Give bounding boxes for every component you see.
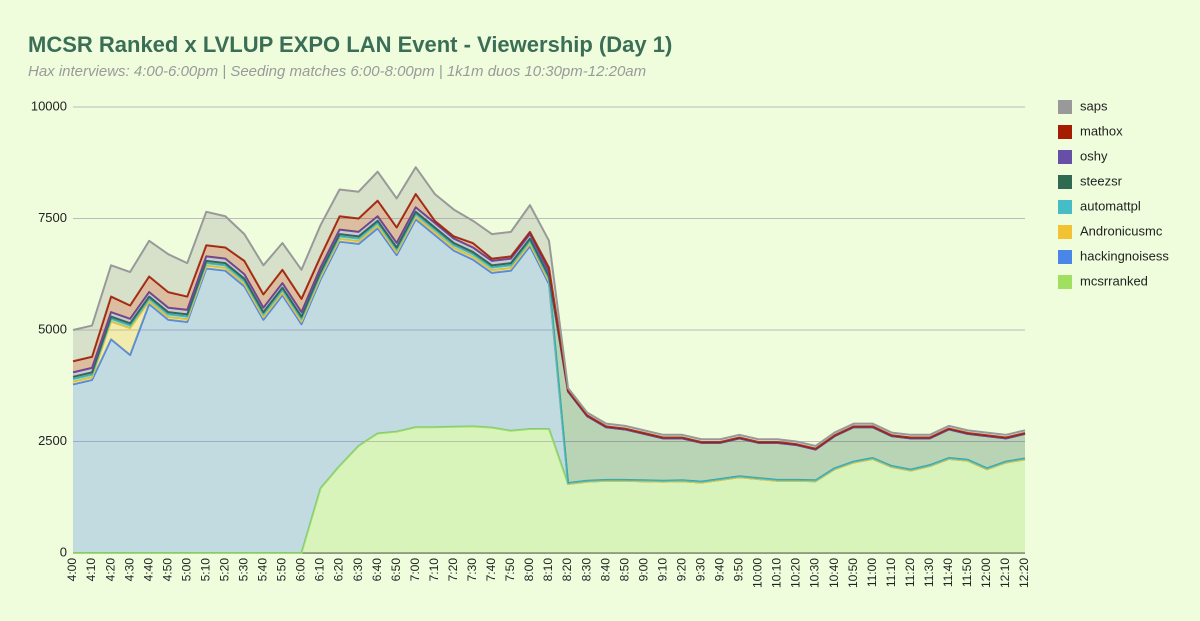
x-tick-label: 11:20 <box>903 558 917 587</box>
x-tick-label: 11:10 <box>884 558 898 587</box>
x-tick-label: 12:20 <box>1017 558 1031 588</box>
y-tick-label: 10000 <box>31 98 67 113</box>
legend-swatch <box>1058 250 1072 264</box>
x-tick-label: 4:50 <box>160 558 174 582</box>
x-tick-label: 4:00 <box>65 558 79 582</box>
legend-label: oshy <box>1080 148 1108 163</box>
x-tick-label: 8:40 <box>598 558 612 582</box>
x-tick-label: 11:40 <box>941 558 955 587</box>
legend-label: steezsr <box>1080 173 1123 188</box>
series-line <box>72 166 1026 447</box>
x-tick-label: 6:20 <box>332 558 346 582</box>
x-tick-label: 8:20 <box>560 558 574 582</box>
legend-label: hackingnoisess <box>1080 248 1169 263</box>
x-tick-label: 9:00 <box>636 558 650 582</box>
legend-swatch <box>1058 175 1072 189</box>
x-tick-label: 9:10 <box>655 558 669 582</box>
x-tick-label: 5:50 <box>275 558 289 582</box>
x-tick-label: 11:30 <box>922 558 936 587</box>
area-fill <box>73 211 1025 483</box>
y-tick-label: 5000 <box>38 321 67 336</box>
x-tick-label: 5:20 <box>217 558 231 582</box>
y-tick-label: 0 <box>60 544 67 559</box>
x-tick-label: 9:50 <box>732 558 746 582</box>
x-tick-label: 5:30 <box>237 558 251 582</box>
legend-swatch <box>1058 125 1072 139</box>
legend-label: mcsrranked <box>1080 273 1148 288</box>
x-tick-label: 8:50 <box>617 558 631 582</box>
chart-title: MCSR Ranked x LVLUP EXPO LAN Event - Vie… <box>28 32 672 57</box>
x-tick-label: 5:00 <box>179 558 193 582</box>
x-tick-label: 8:00 <box>522 558 536 582</box>
x-tick-label: 7:00 <box>408 558 422 582</box>
legend-swatch <box>1058 200 1072 214</box>
legend-swatch <box>1058 100 1072 114</box>
series-line <box>72 192 1026 450</box>
x-tick-label: 7:40 <box>484 558 498 582</box>
x-tick-label: 6:00 <box>294 558 308 582</box>
legend-label: mathox <box>1080 123 1123 138</box>
x-tick-label: 7:20 <box>446 558 460 582</box>
x-tick-label: 10:40 <box>827 558 841 588</box>
x-tick-label: 11:00 <box>865 558 879 587</box>
legend-label: automattpl <box>1080 198 1141 213</box>
x-tick-label: 12:00 <box>979 558 993 588</box>
x-tick-label: 6:50 <box>389 558 403 582</box>
x-tick-label: 10:50 <box>846 558 860 588</box>
legend-swatch <box>1058 225 1072 239</box>
x-tick-label: 8:30 <box>579 558 593 582</box>
x-tick-label: 10:30 <box>808 558 822 588</box>
legend-swatch <box>1058 150 1072 164</box>
x-tick-label: 7:10 <box>427 558 441 582</box>
x-tick-label: 4:40 <box>141 558 155 582</box>
legend-label: Andronicusmc <box>1080 223 1163 238</box>
x-tick-label: 9:20 <box>674 558 688 582</box>
x-tick-label: 6:40 <box>370 558 384 582</box>
chart-subtitle: Hax interviews: 4:00-6:00pm | Seeding ma… <box>28 63 646 80</box>
y-tick-label: 2500 <box>38 433 67 448</box>
x-tick-label: 10:00 <box>751 558 765 588</box>
x-tick-label: 4:30 <box>122 558 136 582</box>
legend-label: saps <box>1080 98 1108 113</box>
x-tick-label: 7:30 <box>465 558 479 582</box>
x-tick-label: 10:10 <box>770 558 784 588</box>
x-tick-label: 11:50 <box>960 558 974 587</box>
x-tick-label: 6:30 <box>351 558 365 582</box>
legend-swatch <box>1058 275 1072 289</box>
x-tick-label: 5:10 <box>198 558 212 582</box>
x-tick-label: 6:10 <box>313 558 327 582</box>
areas <box>72 166 1026 554</box>
x-tick-label: 7:50 <box>503 558 517 582</box>
x-tick-label: 5:40 <box>256 558 270 582</box>
x-tick-label: 9:30 <box>693 558 707 582</box>
x-tick-label: 10:20 <box>789 558 803 588</box>
x-tick-label: 8:10 <box>541 558 555 582</box>
y-tick-label: 7500 <box>38 210 67 225</box>
x-tick-label: 4:20 <box>103 558 117 582</box>
x-tick-label: 9:40 <box>713 558 727 582</box>
x-tick-label: 12:10 <box>998 558 1012 588</box>
x-tick-label: 4:10 <box>84 558 98 582</box>
